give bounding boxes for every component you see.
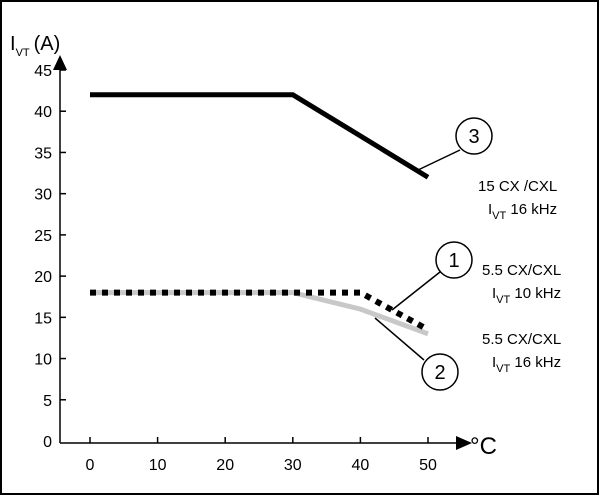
y-axis-label-main: I (10, 33, 16, 55)
y-axis-arrow (53, 55, 67, 70)
y-tick-label: 5 (43, 393, 52, 410)
series-label-sub-2: VT (496, 363, 510, 375)
series-label-rest-3: 16 kHz (506, 201, 557, 218)
series-label-sub-1: VT (496, 294, 510, 306)
x-tick-label: 0 (86, 457, 95, 474)
series-label-main-2: I (492, 354, 496, 371)
callout-number-2: 2 (434, 362, 445, 384)
series-label-rest-1: 10 kHz (510, 285, 561, 302)
series-label-line2-2: IVT 16 kHz (492, 354, 561, 375)
y-tick-label: 10 (34, 352, 52, 369)
callout-leader-3 (417, 149, 461, 171)
y-tick-label: 30 (34, 187, 52, 204)
series-label-main-1: I (492, 285, 496, 302)
x-tick-label: 40 (352, 457, 370, 474)
series-group (90, 92, 430, 337)
series-label-line1-2: 5.5 CX/CXL (482, 331, 561, 348)
series-label-line2-1: IVT 10 kHz (492, 285, 561, 306)
x-tick-label: 20 (216, 457, 234, 474)
series-line-3 (90, 92, 430, 180)
x-tick-label: 30 (284, 457, 302, 474)
callout-leader-1 (391, 271, 441, 311)
callout-circle-1 (435, 241, 473, 279)
y-tick-label: 40 (34, 104, 52, 121)
y-tick-label: 25 (34, 228, 52, 245)
y-tick-label: 15 (34, 310, 52, 327)
callout-circle-2 (421, 353, 459, 391)
y-axis-label-unit: (A) (34, 33, 61, 55)
x-tick-label: 10 (149, 457, 167, 474)
callout-circle-3 (455, 117, 493, 155)
ticks-group: 0 5 10 15 20 25 30 35 40 45 0 10 20 30 40 50 (34, 63, 437, 474)
series-label-sub-3: VT (492, 210, 506, 222)
callout-number-3: 3 (468, 126, 479, 148)
series-line-1 (90, 289, 430, 333)
y-axis-label-sub: VT (16, 47, 30, 59)
series-label-rest-2: 16 kHz (510, 354, 561, 371)
x-tick-label: 50 (419, 457, 437, 474)
y-tick-label: 45 (34, 63, 52, 80)
series-label-line1-1: 5.5 CX/CXL (482, 262, 561, 279)
y-tick-label: 35 (34, 145, 52, 162)
callout-leader-2 (374, 317, 425, 361)
series-label-line1-3: 15 CX /CXL (478, 178, 557, 195)
series-label-line2-3: IVT 16 kHz (488, 201, 557, 222)
callout-number-1: 1 (448, 250, 459, 272)
x-axis-unit: °C (470, 433, 497, 460)
y-axis-label: IVT (A) (10, 33, 60, 59)
y-tick-label: 20 (34, 269, 52, 286)
series-label-main-3: I (488, 201, 492, 218)
x-axis-arrow (456, 436, 472, 450)
y-tick-label: 0 (43, 434, 52, 451)
